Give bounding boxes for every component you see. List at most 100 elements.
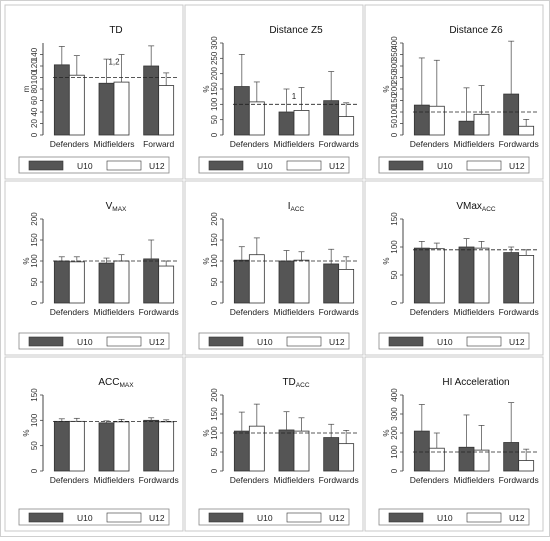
- bar-u10: [413, 104, 430, 136]
- significance-annotation: 1,2: [108, 58, 120, 67]
- y-tick-label: 150: [390, 93, 399, 107]
- x-category-label: Midfielders: [453, 307, 494, 317]
- y-tick-label: 400: [390, 388, 399, 402]
- y-tick-label: 200: [210, 212, 219, 226]
- x-category-label: Midfielders: [273, 475, 314, 485]
- y-tick-label: 50: [30, 277, 39, 286]
- bar-u12: [158, 85, 175, 136]
- y-tick-label: 150: [30, 233, 39, 247]
- y-tick-label: 50: [210, 277, 219, 286]
- y-tick-label: 250: [390, 70, 399, 84]
- bar-u12: [68, 261, 85, 304]
- chart-panel-7: ACCMAX 0 50 100 150% Defenders Midfielders Ford…: [4, 356, 184, 532]
- bar-u12: [248, 101, 265, 136]
- y-tick-label: 100: [210, 254, 219, 268]
- x-category-label: Fordwards: [139, 475, 179, 485]
- chart-panel-5: IACC 0 50 100 150 200% Defenders Midfielders For…: [184, 180, 364, 356]
- panel-frame: [364, 4, 544, 180]
- bar-u12: [113, 421, 130, 472]
- chart-title: VMAX: [106, 201, 127, 213]
- bar-u12: [338, 443, 355, 472]
- legend-label-u12: U12: [509, 161, 525, 171]
- y-tick-label: 300: [210, 36, 219, 50]
- legend-swatch-u12: [466, 512, 502, 523]
- legend-label-u12: U12: [329, 161, 345, 171]
- bar-u12: [293, 430, 310, 472]
- y-tick-label: 40: [30, 107, 39, 116]
- y-tick-label: 0: [390, 132, 399, 137]
- chart-title: HI Acceleration: [442, 377, 509, 388]
- y-tick-label: 100: [390, 445, 399, 459]
- y-tick-label: 0: [210, 132, 219, 137]
- legend-swatch-u10: [28, 512, 64, 523]
- bar-u10: [233, 430, 250, 472]
- legend-label-u12: U12: [149, 337, 165, 347]
- bar-u10: [233, 259, 250, 304]
- x-category-label: Defenders: [50, 139, 89, 149]
- y-axis-label: %: [202, 429, 211, 436]
- y-tick-label: 50: [210, 115, 219, 124]
- bar-u10: [143, 65, 160, 136]
- bar-u10: [458, 246, 475, 304]
- y-axis-label: %: [22, 429, 31, 436]
- legend-swatch-u10: [388, 512, 424, 523]
- legend-swatch-u10: [208, 512, 244, 523]
- y-tick-label: 50: [390, 270, 399, 279]
- chart-title: VMaxACC: [456, 201, 496, 213]
- bar-u10: [323, 263, 340, 304]
- legend-swatch-u12: [286, 160, 322, 171]
- bar-u10: [323, 437, 340, 472]
- bar-u10: [503, 93, 520, 136]
- legend-swatch-u12: [106, 512, 142, 523]
- bar-u12: [518, 460, 535, 472]
- legend-label-u10: U10: [437, 337, 453, 347]
- y-tick-label: 50: [30, 441, 39, 450]
- bar-u12: [473, 449, 490, 472]
- bar-u10: [413, 430, 430, 472]
- bar-u10: [503, 252, 520, 304]
- legend-label-u12: U12: [329, 337, 345, 347]
- x-category-label: Forward: [143, 139, 174, 149]
- x-category-label: Fordwards: [499, 139, 539, 149]
- x-category-label: Defenders: [230, 475, 269, 485]
- bar-u12: [248, 254, 265, 304]
- bar-u10: [278, 429, 295, 472]
- legend-label-u12: U12: [509, 513, 525, 523]
- bar-u10: [323, 100, 340, 136]
- legend-label-u10: U10: [437, 161, 453, 171]
- y-tick-label: 250: [210, 51, 219, 65]
- bar-u10: [98, 262, 115, 304]
- legend-label-u10: U10: [257, 337, 273, 347]
- y-tick-label: 350: [390, 47, 399, 61]
- bar-u12: [518, 125, 535, 136]
- bar-u12: [428, 447, 445, 472]
- bar-u10: [278, 111, 295, 136]
- bar-u12: [158, 265, 175, 304]
- chart-panel-6: VMaxACC 0 50 100 150% Defenders Midfielders For…: [364, 180, 544, 356]
- y-axis-label: %: [382, 429, 391, 436]
- bar-u12: [473, 113, 490, 136]
- x-category-label: Defenders: [410, 475, 449, 485]
- chart-title: IACC: [288, 201, 305, 213]
- bar-u10: [53, 64, 70, 136]
- legend-label-u10: U10: [77, 161, 93, 171]
- x-category-label: Fordwards: [499, 307, 539, 317]
- legend-swatch-u10: [28, 160, 64, 171]
- x-category-label: Fordwards: [319, 475, 359, 485]
- y-tick-label: 100: [390, 105, 399, 119]
- x-category-label: Midfielders: [93, 475, 134, 485]
- y-tick-label: 0: [30, 300, 39, 305]
- bar-u12: [158, 421, 175, 472]
- y-tick-label: 120: [30, 59, 39, 73]
- legend-label-u10: U10: [257, 161, 273, 171]
- bar-u10: [413, 247, 430, 304]
- chart-title: TDACC: [282, 377, 309, 389]
- legend-label-u10: U10: [437, 513, 453, 523]
- chart-panel-4: VMAX 0 50 100 150 200% Defenders Midfielders For…: [4, 180, 184, 356]
- x-category-label: Fordwards: [139, 307, 179, 317]
- x-category-label: Midfielders: [93, 307, 134, 317]
- x-category-label: Defenders: [410, 139, 449, 149]
